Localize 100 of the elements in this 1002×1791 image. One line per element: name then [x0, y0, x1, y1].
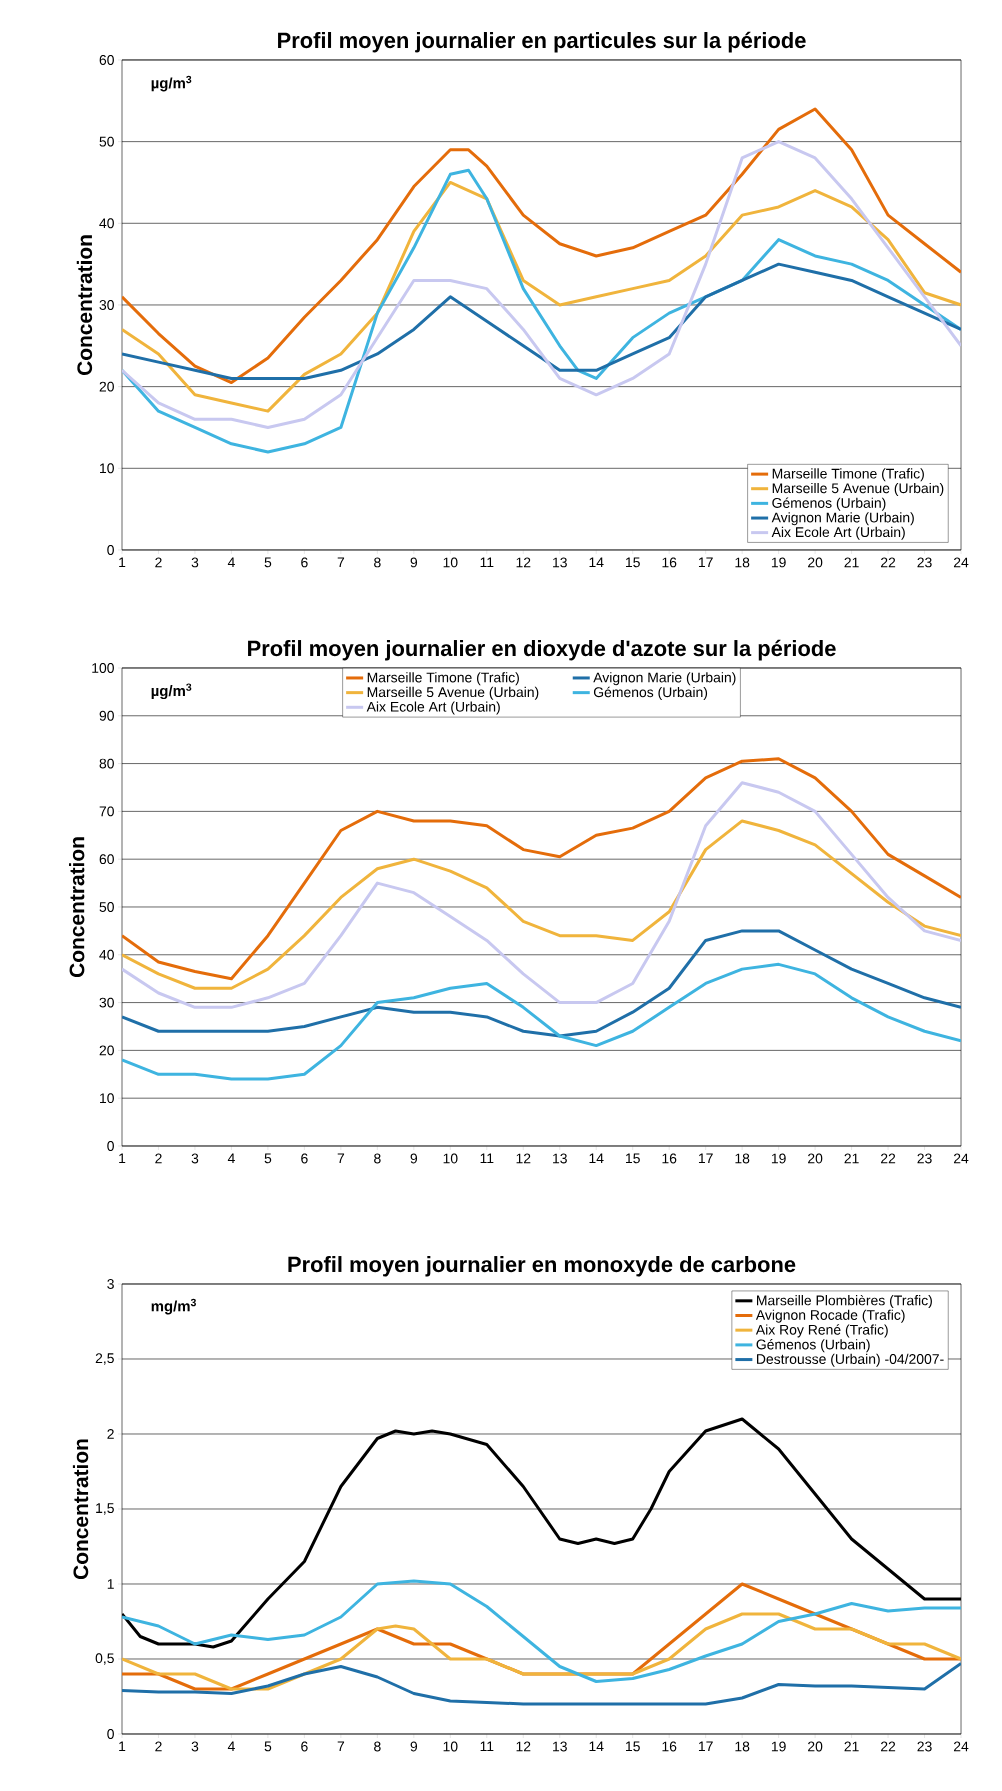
legend-label: Marseille Timone (Trafic) [367, 672, 519, 686]
x-tick-label: 5 [264, 557, 272, 568]
x-tick-label: 4 [227, 1153, 235, 1164]
y-tick-label: 10 [100, 463, 114, 474]
legend-label: Marseille 5 Avenue (Urbain) [367, 686, 539, 700]
x-tick-label: 6 [301, 1741, 308, 1752]
line-series [122, 757, 962, 981]
y-tick-label: 2,5 [95, 1353, 114, 1365]
x-tick-label: 10 [443, 557, 458, 568]
y-tick-label: 0 [107, 1729, 114, 1739]
legend-label: Destrousse (Urbain) -04/2007- [757, 1353, 944, 1367]
y-tick-label: 50 [99, 136, 114, 147]
legend-label: Marseille 5 Avenue (Urbain) [772, 482, 944, 496]
x-tick-label: 21 [844, 557, 859, 568]
x-tick-label: 23 [917, 557, 932, 568]
x-tick-label: 15 [626, 557, 640, 568]
x-tick-label: 22 [881, 1153, 896, 1164]
x-tick-label: 9 [410, 1741, 418, 1752]
legend-label: Marseille Plombières (Trafic) [757, 1294, 932, 1309]
y-tick-label: 2 [107, 1429, 114, 1439]
legend-label: Avignon Rocade (Trafic) [755, 1309, 905, 1323]
x-tick-label: 2 [155, 557, 162, 568]
x-tick-label: 12 [516, 1153, 531, 1164]
x-tick-label: 13 [553, 1741, 567, 1752]
x-tick-label: 19 [771, 557, 786, 568]
line-series [122, 180, 962, 413]
x-tick-label: 14 [589, 1741, 604, 1752]
x-tick-label: 20 [808, 557, 823, 568]
y-tick-label: 20 [99, 1045, 114, 1056]
x-tick-label: 20 [808, 1153, 823, 1164]
y-tick-label: 40 [99, 949, 114, 960]
x-tick-label: 8 [374, 1153, 381, 1164]
chart-title: Profil moyen journalier en dioxyde d'azote sur la période [248, 639, 836, 661]
x-tick-label: 23 [917, 1153, 932, 1164]
x-tick-label: 16 [662, 557, 677, 568]
x-tick-label: 7 [337, 557, 345, 568]
x-tick-label: 11 [480, 1741, 494, 1752]
legend-label: Avignon Marie (Urbain) [593, 672, 736, 686]
x-tick-label: 3 [191, 1153, 199, 1164]
x-tick-label: 6 [301, 1153, 308, 1164]
annotation: µg/m$^{3}$ [151, 75, 192, 92]
x-tick-label: 5 [264, 1741, 272, 1752]
x-tick-label: 16 [662, 1153, 677, 1164]
x-tick-label: 19 [771, 1741, 786, 1752]
x-tick-label: 1 [119, 1741, 126, 1752]
x-tick-label: 18 [735, 557, 750, 568]
y-tick-label: 100 [92, 663, 114, 673]
y-tick-label: 90 [99, 710, 114, 721]
legend-label: Gémenos (Urbain) [756, 1339, 870, 1353]
x-tick-label: 10 [443, 1153, 458, 1164]
x-tick-label: 20 [808, 1741, 823, 1752]
x-tick-label: 10 [443, 1741, 458, 1752]
line-series [122, 168, 962, 454]
annotation: µg/m$^{3}$ [151, 683, 192, 700]
x-tick-label: 7 [337, 1153, 345, 1164]
y-tick-label: 20 [99, 381, 114, 392]
x-tick-label: 12 [516, 1741, 531, 1752]
x-tick-label: 6 [301, 557, 308, 568]
x-tick-label: 9 [410, 557, 418, 568]
x-tick-label: 19 [771, 1153, 786, 1164]
x-tick-label: 24 [953, 557, 969, 568]
x-tick-label: 17 [698, 1741, 713, 1752]
x-tick-label: 24 [953, 1741, 969, 1752]
chart-title: Profil moyen journalier en particules sur la période [278, 31, 806, 53]
legend-label: Gémenos (Urbain) [593, 686, 708, 700]
y-tick-label: 30 [99, 300, 114, 310]
y-axis-title: Concentration [72, 1439, 89, 1580]
x-tick-label: 22 [881, 1741, 896, 1752]
x-tick-label: 9 [410, 1153, 418, 1164]
x-tick-label: 7 [337, 1741, 345, 1752]
x-tick-label: 15 [626, 1153, 640, 1164]
x-tick-label: 4 [227, 1741, 235, 1752]
x-tick-label: 14 [589, 557, 604, 568]
x-tick-label: 4 [227, 557, 235, 568]
x-tick-label: 18 [735, 1153, 750, 1164]
y-tick-label: 30 [99, 997, 114, 1008]
legend-label: Aix Roy René (Trafic) [755, 1324, 888, 1338]
y-tick-label: 0 [107, 545, 114, 555]
y-tick-label: 80 [99, 758, 114, 769]
legend-label: Aix Ecole Art (Urbain) [771, 526, 905, 540]
x-tick-label: 2 [155, 1741, 162, 1752]
y-tick-label: 40 [99, 218, 114, 229]
x-tick-label: 3 [191, 1741, 199, 1752]
line-series [122, 107, 962, 385]
chart-title: Profil moyen journalier en monoxyde de carbone [288, 1256, 796, 1277]
x-tick-label: 13 [553, 1153, 567, 1164]
legend-label: Avignon Marie (Urbain) [771, 512, 914, 526]
y-tick-label: 60 [99, 55, 114, 65]
line-series [122, 962, 962, 1081]
x-tick-label: 11 [480, 557, 494, 568]
x-tick-label: 17 [698, 1153, 713, 1164]
x-tick-label: 1 [119, 557, 126, 568]
y-tick-label: 70 [99, 806, 114, 817]
x-tick-label: 3 [191, 557, 199, 568]
y-tick-label: 0,5 [95, 1653, 114, 1665]
y-tick-label: 0 [107, 1141, 114, 1151]
x-tick-label: 13 [553, 557, 567, 568]
x-tick-label: 22 [881, 557, 896, 568]
y-tick-label: 1,5 [96, 1503, 114, 1515]
x-tick-label: 17 [698, 557, 713, 568]
